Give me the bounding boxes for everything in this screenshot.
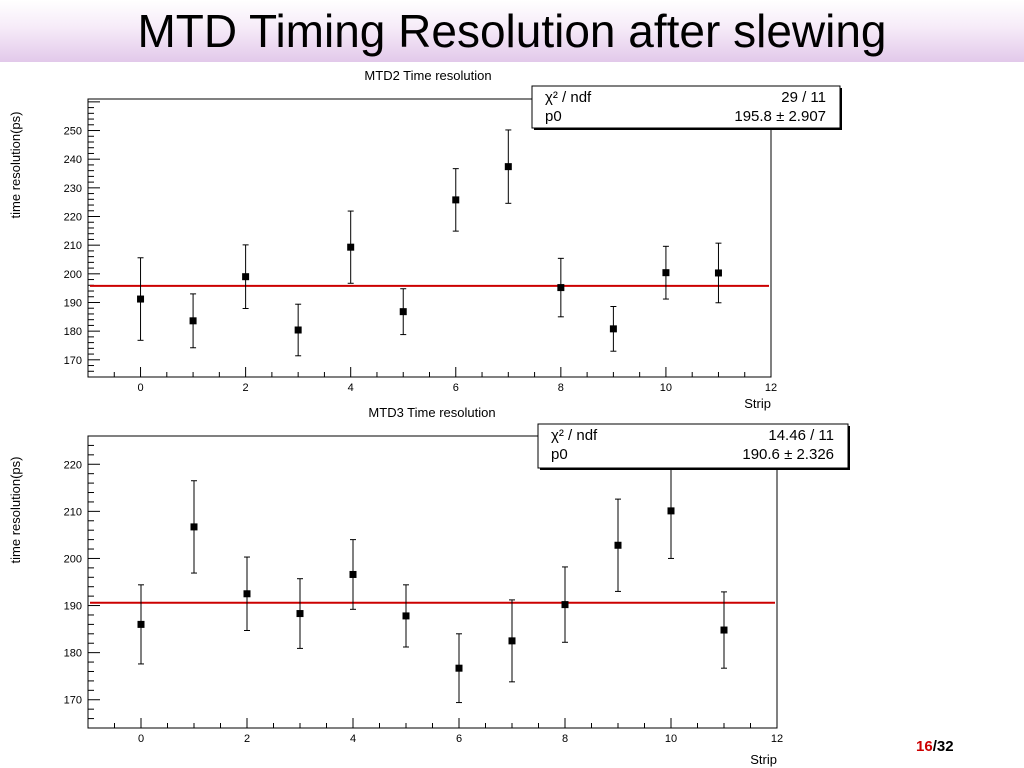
title-band — [0, 0, 1024, 62]
y-tick-label: 220 — [64, 212, 82, 224]
x-tick-label: 0 — [138, 733, 144, 745]
data-point — [296, 610, 304, 618]
stats-value: 29 / 11 — [781, 89, 826, 106]
stats-box — [531, 85, 841, 129]
x-tick-label: 8 — [562, 733, 568, 745]
page-separator: / — [932, 738, 937, 755]
data-point — [561, 601, 569, 609]
data-point — [399, 308, 407, 316]
data-point — [242, 273, 250, 281]
x-tick-label: 12 — [771, 733, 783, 745]
data-point — [508, 637, 516, 645]
x-tick-label: 4 — [348, 382, 354, 394]
chart-title: MTD2 Time resolution — [364, 68, 491, 83]
data-point — [347, 243, 355, 251]
x-tick-label: 2 — [243, 382, 249, 394]
x-axis-label: Strip — [750, 752, 777, 767]
y-tick-label: 190 — [64, 297, 82, 309]
stats-label: χ² / ndf — [551, 427, 598, 444]
data-point — [349, 570, 357, 578]
data-point — [243, 590, 251, 598]
x-tick-label: 8 — [558, 382, 564, 394]
data-point — [189, 317, 197, 325]
slide-title: MTD Timing Resolution after slewing — [137, 5, 887, 57]
x-tick-label: 6 — [456, 733, 462, 745]
data-point — [557, 284, 565, 292]
data-point — [190, 523, 198, 531]
data-point — [137, 620, 145, 628]
y-tick-label: 240 — [64, 154, 82, 166]
page-current: 16 — [916, 738, 933, 755]
y-tick-label: 170 — [64, 355, 82, 367]
chart-title: MTD3 Time resolution — [368, 405, 495, 420]
stats-value: 190.6 ± 2.326 — [742, 446, 834, 463]
data-point — [667, 507, 675, 515]
plot-frame — [87, 98, 772, 378]
stats-label: p0 — [551, 446, 568, 463]
x-tick-label: 0 — [137, 382, 143, 394]
y-tick-label: 190 — [64, 601, 82, 613]
data-point — [137, 295, 145, 303]
y-tick-label: 250 — [64, 126, 82, 138]
stats-label: p0 — [545, 108, 562, 125]
stats-value: 195.8 ± 2.907 — [734, 108, 826, 125]
data-point — [504, 163, 512, 171]
y-tick-label: 180 — [64, 326, 82, 338]
page-counter: 16/32 — [916, 738, 954, 755]
x-tick-label: 6 — [453, 382, 459, 394]
data-point — [455, 664, 463, 672]
data-point — [609, 325, 617, 333]
x-tick-label: 4 — [350, 733, 356, 745]
plot-frame — [87, 435, 778, 729]
x-tick-label: 2 — [244, 733, 250, 745]
y-tick-label: 220 — [64, 459, 82, 471]
data-point — [720, 626, 728, 634]
y-tick-label: 210 — [64, 240, 82, 252]
x-tick-label: 12 — [765, 382, 777, 394]
chart-2: 170 180 190 200 210 220 0 2 4 6 8 10 12 MTD3 Time res… — [8, 405, 850, 767]
data-point — [614, 541, 622, 549]
page-total: 32 — [936, 738, 954, 755]
y-tick-label: 210 — [64, 506, 82, 518]
y-tick-label: 200 — [64, 269, 82, 281]
data-point — [452, 196, 460, 204]
data-point — [294, 326, 302, 334]
stats-value: 14.46 / 11 — [768, 427, 834, 444]
data-point — [662, 269, 670, 277]
data-point — [402, 612, 410, 620]
y-axis-label: time resolution(ps) — [8, 112, 23, 219]
y-tick-label: 200 — [64, 553, 82, 565]
stats-label: χ² / ndf — [545, 89, 592, 106]
chart-1: 170 180 190 200 210 220 230 240 250 0 2 4 6 8 10 12 MTD2… — [8, 68, 842, 411]
x-tick-label: 10 — [660, 382, 672, 394]
data-point — [714, 269, 722, 277]
y-axis-label: time resolution(ps) — [8, 457, 23, 564]
y-tick-label: 180 — [64, 648, 82, 660]
y-tick-label: 170 — [64, 695, 82, 707]
y-tick-label: 230 — [64, 183, 82, 195]
x-axis-label: Strip — [744, 396, 771, 411]
stats-box — [537, 423, 849, 469]
x-tick-label: 10 — [665, 733, 677, 745]
